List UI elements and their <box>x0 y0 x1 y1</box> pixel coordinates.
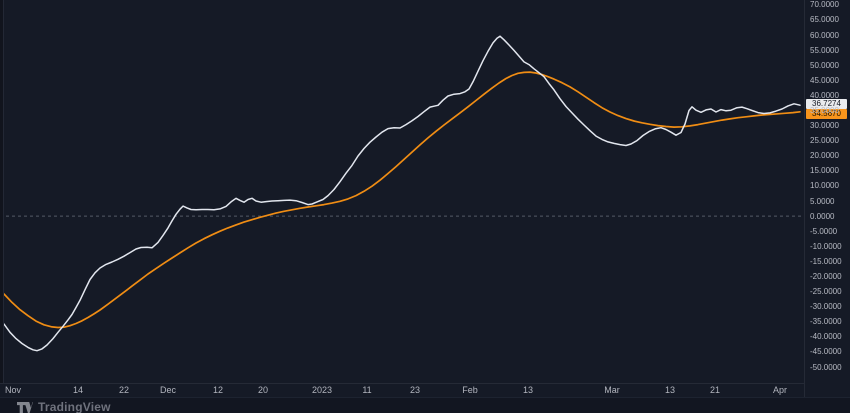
price-tick-label: 60.0000 <box>810 30 839 40</box>
price-axis[interactable]: 36.7274 34.5670 70.0000 65.0000 60.0000 55.… <box>805 0 850 397</box>
time-tick-label: Dec <box>159 385 176 395</box>
time-tick-label: 22 <box>118 385 129 395</box>
time-tick-label: 11 <box>362 385 372 395</box>
price-tick-label: 15.0000 <box>810 166 839 176</box>
time-axis[interactable]: Nov 14 22 Dec 12 20 2023 11 23 Feb 13 Mar 13 21 Apr <box>0 384 804 397</box>
time-tick-label: Mar <box>604 385 620 395</box>
price-tick-label: -20.0000 <box>810 272 842 281</box>
price-tick-label: 25.0000 <box>810 136 839 146</box>
price-tick-label: -25.0000 <box>810 287 842 297</box>
tradingview-logo[interactable]: TradingView <box>17 400 111 413</box>
main-line-series[interactable] <box>3 35 801 352</box>
price-tick-label: 55.0000 <box>810 45 839 55</box>
price-tick-label: -45.0000 <box>810 347 842 357</box>
price-tick-label: 40.0000 <box>810 90 839 100</box>
price-tick-label: 50.0000 <box>810 60 839 70</box>
tradingview-logo-text: TradingView <box>38 400 111 413</box>
price-tick-label: -5.0000 <box>810 226 838 236</box>
tradingview-logo-icon <box>17 401 33 413</box>
chart-canvas[interactable] <box>0 0 804 383</box>
pane-left-border <box>0 0 4 383</box>
main-price-value: 36.7274 <box>812 99 841 109</box>
chart-plot-area[interactable] <box>0 0 804 384</box>
time-tick-label: 13 <box>522 385 533 395</box>
time-tick-label: 14 <box>72 385 83 395</box>
time-tick-label: 12 <box>212 385 223 395</box>
time-tick-label: Apr <box>772 385 787 395</box>
time-tick-label: 20 <box>257 385 268 395</box>
price-tick-label: -35.0000 <box>810 317 842 327</box>
time-tick-label: Feb <box>462 385 478 395</box>
price-tick-label: -40.0000 <box>810 332 842 342</box>
bottom-bar: TradingView <box>0 397 850 413</box>
time-tick-label: 2023 <box>311 385 333 395</box>
time-tick-label: 23 <box>409 385 420 395</box>
main-price-label: 36.7274 <box>806 99 847 110</box>
time-tick-label: Nov <box>4 385 21 395</box>
price-tick-label: 35.0000 <box>810 106 839 115</box>
price-tick-label: 70.0000 <box>810 0 839 10</box>
ema-price-label: 34.5670 <box>806 108 847 119</box>
price-tick-label: -15.0000 <box>810 256 842 266</box>
ema-line-series[interactable] <box>3 71 801 329</box>
price-tick-label: 45.0000 <box>810 75 839 85</box>
price-tick-label: 20.0000 <box>810 151 839 161</box>
price-axis-separator <box>804 0 805 397</box>
price-tick-label: -10.0000 <box>810 241 842 251</box>
price-tick-label: 65.0000 <box>810 15 839 25</box>
price-tick-label: -30.0000 <box>810 302 842 312</box>
time-tick-label: 21 <box>709 385 720 395</box>
price-tick-label: 5.0000 <box>810 196 835 206</box>
ema-price-value: 34.5670 <box>812 108 841 118</box>
price-tick-label: -50.0000 <box>810 362 842 372</box>
time-tick-label: 13 <box>664 385 675 395</box>
price-tick-label: 0.0000 <box>810 211 835 221</box>
price-tick-label: 10.0000 <box>810 181 839 191</box>
price-tick-label: 30.0000 <box>810 121 839 131</box>
